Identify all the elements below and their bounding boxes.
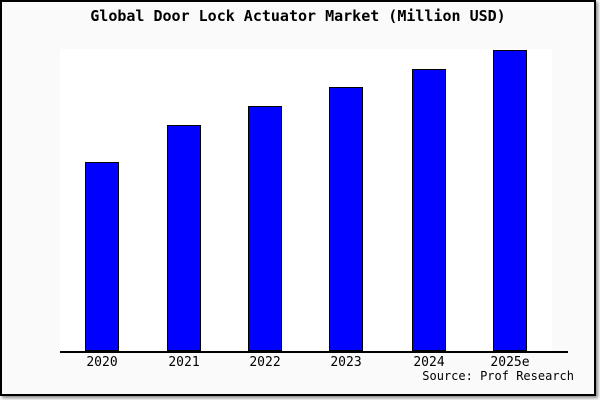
bar-2024 bbox=[412, 69, 446, 351]
x-tick-label-2020: 2020 bbox=[86, 355, 118, 370]
plot-area bbox=[60, 49, 552, 351]
chart-title: Global Door Lock Actuator Market (Millio… bbox=[90, 7, 506, 25]
bar-2025e bbox=[493, 50, 527, 351]
x-tick-label-2021: 2021 bbox=[168, 355, 200, 370]
source-credit: Source: Prof Research bbox=[422, 369, 574, 383]
bar-2023 bbox=[329, 87, 363, 351]
x-tick-label-2024: 2024 bbox=[413, 355, 445, 370]
bar-2021 bbox=[167, 125, 201, 351]
bar-2020 bbox=[85, 162, 119, 351]
x-axis-line bbox=[60, 351, 568, 353]
x-tick-label-2023: 2023 bbox=[330, 355, 362, 370]
x-tick-label-2025e: 2025e bbox=[490, 355, 530, 370]
x-tick-label-2022: 2022 bbox=[249, 355, 281, 370]
bar-2022 bbox=[248, 106, 282, 351]
